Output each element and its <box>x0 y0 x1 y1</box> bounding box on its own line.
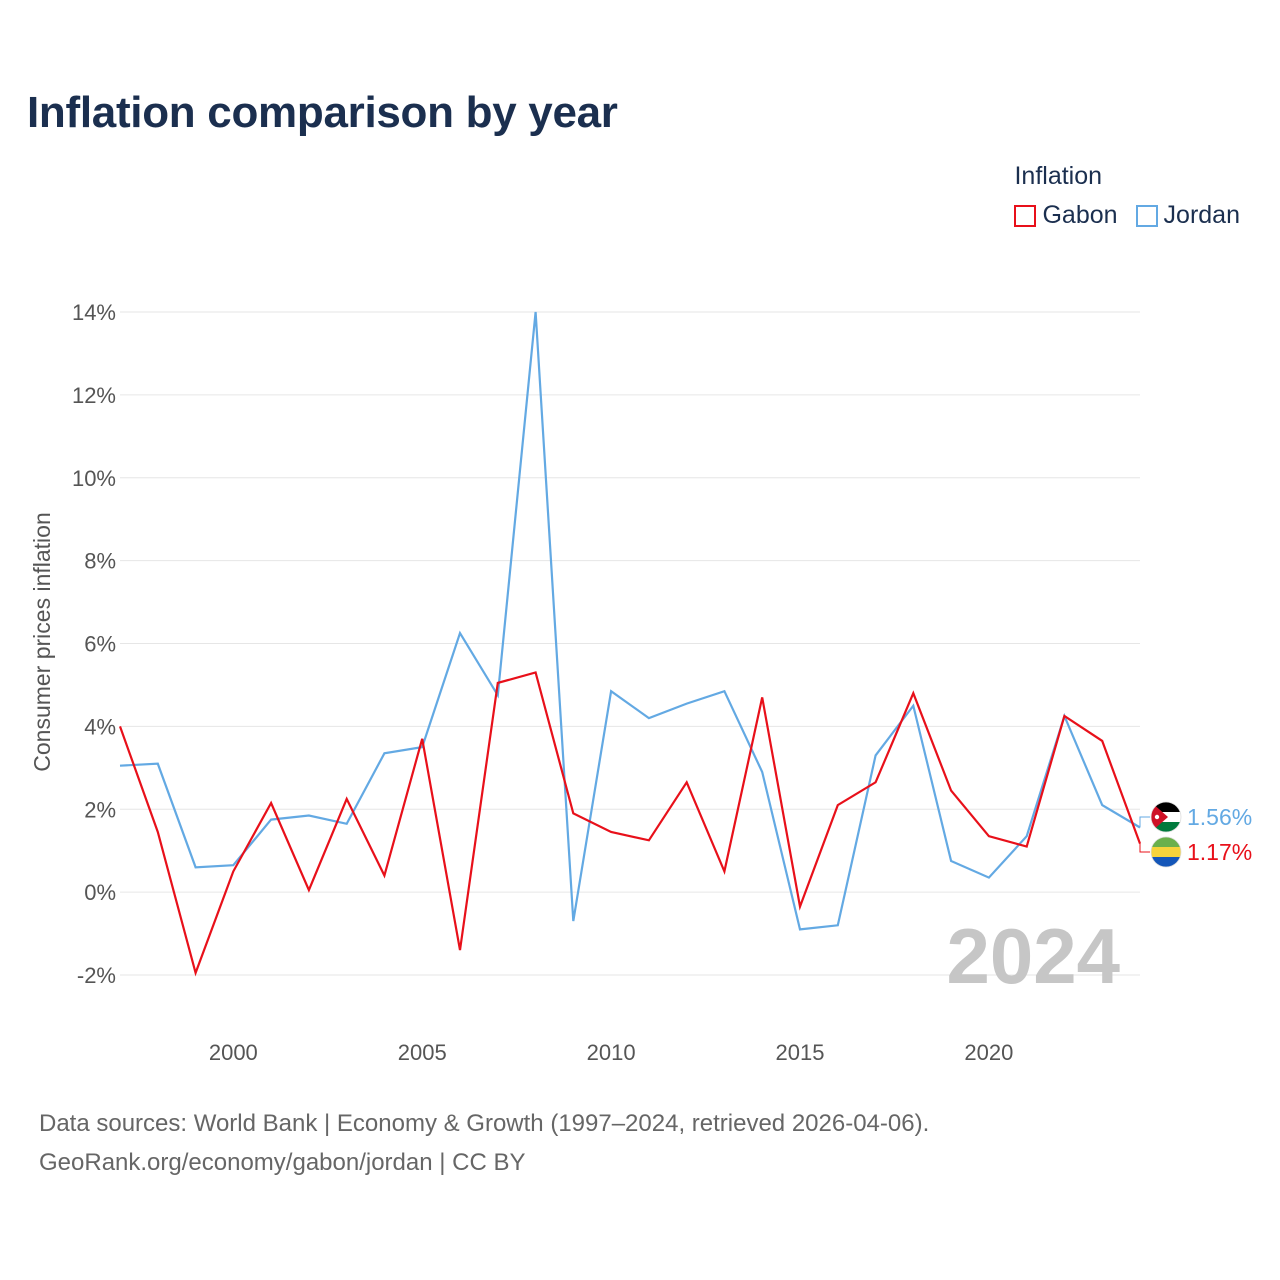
x-tick-label: 2020 <box>964 1040 1013 1065</box>
x-tick-label: 2010 <box>587 1040 636 1065</box>
y-tick-label: 12% <box>72 383 116 408</box>
jordan-flag-icon <box>1150 801 1182 833</box>
source-note: Data sources: World Bank | Economy & Gro… <box>39 1104 929 1182</box>
line-chart: -2% 0% 2% 4% 6% 8% 10% 12% 14% 2000 2005 2010 2015 2… <box>29 300 1252 1065</box>
y-tick-label: 4% <box>84 714 116 739</box>
end-connector-jordan <box>1139 816 1150 828</box>
y-axis-label: Consumer prices inflation <box>29 512 55 772</box>
series-line-jordan[interactable] <box>119 311 1141 931</box>
current-year-label: 2024 <box>946 912 1120 1000</box>
y-tick-label: 6% <box>84 632 116 657</box>
y-tick-label: 14% <box>72 300 116 325</box>
series-line-gabon[interactable] <box>118 671 1142 977</box>
legend: Inflation Gabon Jordan <box>1014 162 1240 230</box>
end-connector-gabon <box>1139 843 1150 853</box>
y-tick-label: 10% <box>72 466 116 491</box>
legend-title: Inflation <box>1014 162 1103 190</box>
x-tick-label: 2005 <box>398 1040 447 1065</box>
legend-swatch-jordan <box>1135 204 1158 227</box>
legend-label-jordan: Jordan <box>1163 201 1240 229</box>
gabon-flag-icon <box>1150 836 1182 868</box>
end-value-label-gabon: 1.17% <box>1187 839 1252 865</box>
x-tick-label: 2015 <box>776 1040 825 1065</box>
legend-swatch-gabon <box>1014 204 1037 227</box>
y-tick-label: -2% <box>77 963 116 988</box>
legend-item-jordan[interactable]: Jordan <box>1135 201 1240 230</box>
x-tick-label: 2000 <box>209 1040 258 1065</box>
legend-item-gabon[interactable]: Gabon <box>1014 201 1118 230</box>
legend-label-gabon: Gabon <box>1042 201 1118 229</box>
source-line-2[interactable]: GeoRank.org/economy/gabon/jordan | CC BY <box>39 1149 526 1176</box>
end-value-label-jordan: 1.56% <box>1187 804 1252 830</box>
y-tick-label: 8% <box>84 549 116 574</box>
source-line-1: Data sources: World Bank | Economy & Gro… <box>39 1110 930 1137</box>
y-tick-label: 0% <box>84 880 116 905</box>
y-tick-label: 2% <box>84 797 116 822</box>
page-title: Inflation comparison by year <box>27 88 618 137</box>
